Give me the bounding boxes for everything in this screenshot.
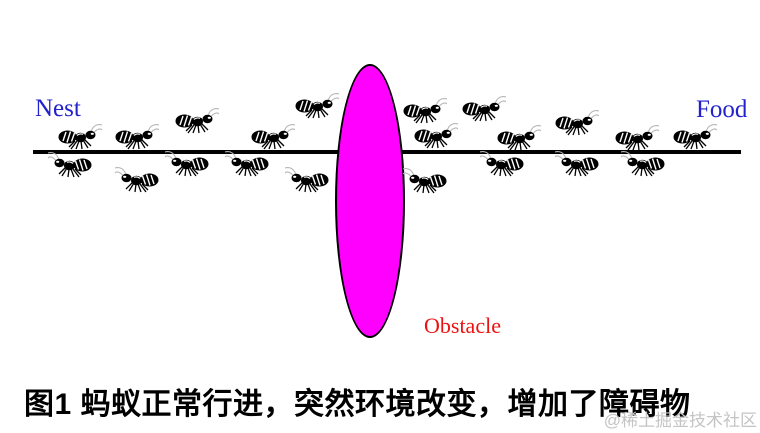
- watermark: @稀土掘金技术社区: [603, 411, 757, 430]
- obstacle-ellipse: [335, 64, 405, 338]
- ant-icon: [251, 122, 295, 150]
- ant-icon: [295, 91, 339, 119]
- ant-icon: [673, 122, 717, 150]
- ant-icon: [555, 108, 599, 136]
- ant-icon: [414, 121, 458, 149]
- food-label: Food: [696, 96, 748, 123]
- figure-caption: 图1 蚂蚁正常行进，突然环境改变，增加了障碍物: [24, 388, 691, 421]
- ant-icon: [175, 106, 219, 134]
- nest-label: Nest: [35, 95, 81, 122]
- ant-icon: [462, 94, 506, 122]
- ant-icon: [165, 149, 209, 177]
- ant-icon: [48, 150, 92, 178]
- ant-icon: [497, 123, 541, 151]
- ant-icon: [115, 165, 159, 193]
- ant-icon: [480, 149, 524, 177]
- ant-icon: [621, 149, 665, 177]
- ant-icon: [615, 123, 659, 151]
- ant-icon: [115, 122, 159, 150]
- ant-icon: [225, 149, 269, 177]
- obstacle-label: Obstacle: [424, 313, 501, 338]
- ant-icon: [58, 122, 102, 150]
- ant-icon: [285, 165, 329, 193]
- ant-icon: [555, 149, 599, 177]
- ant-icon: [403, 96, 447, 124]
- ant-icon: [403, 166, 447, 194]
